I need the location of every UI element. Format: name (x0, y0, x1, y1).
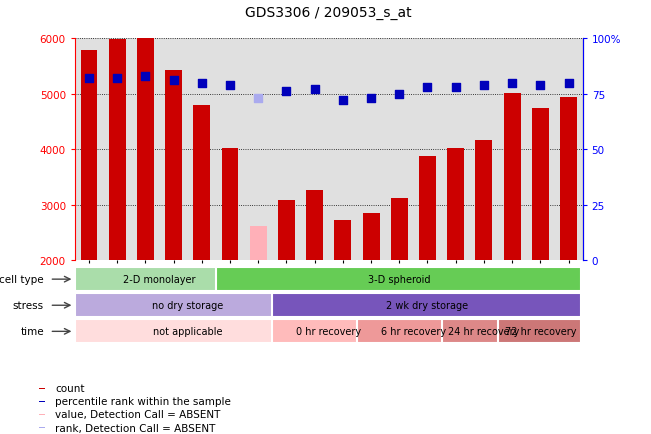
Point (253, 95, 264, 102)
Bar (193, 106, 210, 260)
Point (281, 89, 292, 95)
Text: rank, Detection Call = ABSENT: rank, Detection Call = ABSENT (55, 423, 215, 433)
Point (535, 82, 546, 89)
Text: 6 hr recovery: 6 hr recovery (381, 327, 446, 336)
Text: 72 hr recovery: 72 hr recovery (505, 327, 576, 336)
Point (197, 80, 207, 87)
Bar (419, 157, 436, 260)
Text: 2-D monolayer: 2-D monolayer (123, 275, 196, 284)
Text: 2 wk dry storage: 2 wk dry storage (387, 301, 469, 310)
Text: 0 hr recovery: 0 hr recovery (296, 327, 361, 336)
Bar (391, 199, 408, 260)
Text: value, Detection Call = ABSENT: value, Detection Call = ABSENT (55, 410, 221, 420)
Bar (357, 319, 468, 344)
Text: cell type: cell type (0, 275, 44, 284)
Bar (216, 267, 581, 292)
Point (450, 84, 461, 91)
Point (84, 76, 94, 82)
Point (478, 82, 489, 89)
Bar (306, 190, 323, 260)
Bar (38, 427, 46, 428)
Point (309, 86, 320, 93)
Text: time: time (20, 327, 44, 336)
Bar (504, 94, 521, 260)
Bar (165, 71, 182, 260)
Text: percentile rank within the sample: percentile rank within the sample (55, 396, 231, 406)
Bar (441, 319, 525, 344)
Point (394, 91, 404, 98)
Text: not applicable: not applicable (153, 327, 223, 336)
Point (140, 73, 150, 80)
Bar (75, 293, 299, 318)
Bar (335, 220, 352, 260)
Point (422, 84, 433, 91)
Bar (498, 319, 581, 344)
Point (112, 76, 122, 82)
Text: stress: stress (13, 301, 44, 310)
Bar (475, 140, 492, 260)
Point (366, 95, 376, 102)
Text: count: count (55, 383, 85, 393)
Bar (221, 148, 238, 260)
Bar (532, 109, 549, 260)
Bar (38, 388, 46, 389)
Point (507, 80, 518, 87)
Text: 24 hr recovery: 24 hr recovery (449, 327, 519, 336)
Bar (81, 51, 98, 260)
Text: GDS3306 / 209053_s_at: GDS3306 / 209053_s_at (245, 6, 412, 20)
Bar (278, 201, 295, 260)
Bar (75, 319, 299, 344)
Bar (272, 293, 581, 318)
Text: no dry storage: no dry storage (152, 301, 223, 310)
Bar (560, 98, 577, 260)
Bar (137, 39, 154, 260)
Point (338, 98, 348, 105)
Bar (38, 401, 46, 402)
Bar (109, 40, 126, 260)
Point (563, 80, 574, 87)
Text: 3-D spheroid: 3-D spheroid (368, 275, 430, 284)
Bar (272, 319, 383, 344)
Bar (447, 148, 464, 260)
Bar (363, 214, 380, 260)
Bar (250, 226, 267, 260)
Bar (75, 267, 243, 292)
Point (225, 82, 235, 89)
Bar (38, 414, 46, 415)
Point (169, 78, 179, 85)
